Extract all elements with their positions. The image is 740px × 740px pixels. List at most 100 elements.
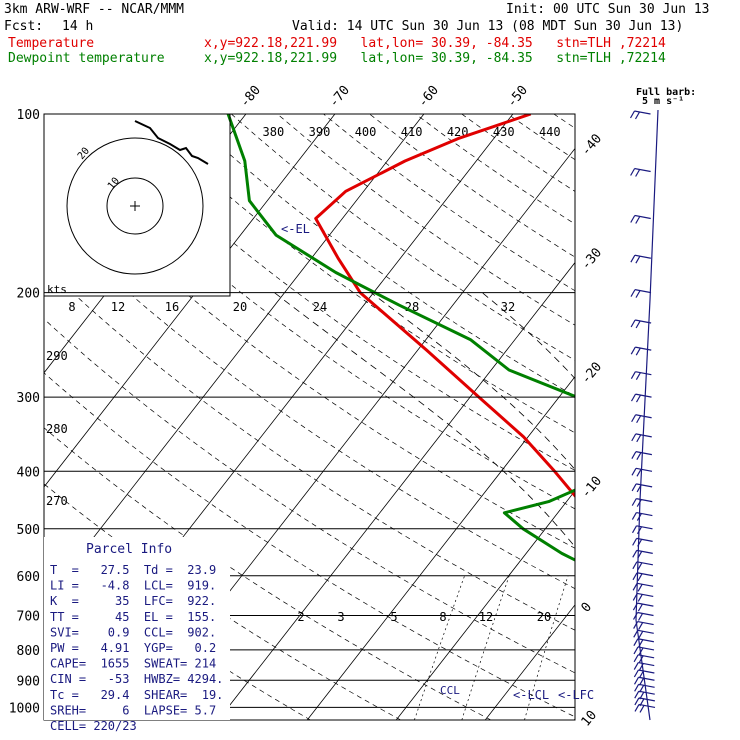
pressure-label: 1000 (9, 701, 40, 716)
wind-barb (635, 704, 655, 712)
wind-barb (631, 255, 651, 263)
dry-adiabat-line (277, 114, 740, 720)
mixing-ratio-label: 8 (439, 610, 446, 624)
isotherm-label: -50 (504, 83, 531, 111)
pressure-label: 700 (17, 610, 40, 625)
parcel-info-row: T = 27.5 Td = 23.9 (50, 563, 216, 577)
dry-adiabat-line (231, 114, 740, 720)
theta-label: 440 (539, 125, 561, 139)
dry-adiabat-line (370, 114, 740, 720)
parcel-info-row: CELL= 220/23 (50, 719, 137, 733)
wind-barb (633, 538, 653, 546)
wind-barb (632, 484, 652, 492)
wind-barb (633, 583, 653, 591)
wind-barb (631, 290, 651, 298)
wind-barb (631, 111, 651, 119)
wind-barb (631, 372, 651, 380)
mixing-ratio-line (713, 576, 740, 720)
wind-barbs (631, 110, 659, 720)
parcel-info-row: CAPE= 1655 SWEAT= 214 (50, 657, 216, 671)
parcel-info-row: LI = -4.8 LCL= 919. (50, 579, 216, 593)
dry-adiabat-label: 290 (46, 349, 68, 363)
isotherm-line (485, 114, 740, 720)
lcl-annotation: <-LCL (513, 688, 549, 702)
isotherm-label: 10 (579, 708, 601, 730)
isotherm-label: -60 (415, 83, 442, 111)
pressure-label: 400 (17, 465, 40, 480)
parcel-info-row: K = 35 LFC= 922. (50, 594, 216, 608)
isotherm-label: -10 (579, 474, 606, 502)
wind-barb (634, 630, 654, 638)
parcel-info-box: Parcel Info T = 27.5 Td = 23.9 LI = -4.8 … (44, 537, 230, 733)
isotherm-label: -70 (326, 83, 353, 111)
wind-barb (632, 415, 652, 423)
mixing-ratio-label-upper: 20 (233, 300, 247, 314)
full-barb-value: 5 m s⁻¹ (642, 96, 684, 107)
parcel-info-row: SVI= 0.9 CCL= 902. (50, 625, 216, 639)
wind-barb (633, 562, 653, 570)
mixing-ratio-label: 12 (479, 610, 493, 624)
wind-barb (635, 698, 655, 706)
kts-label: kts (47, 283, 67, 296)
isotherm-label: -80 (237, 83, 264, 111)
pressure-label: 200 (17, 287, 40, 302)
dry-adiabat-line (508, 114, 740, 720)
wind-barb (634, 639, 654, 647)
dry-adiabat-label: 270 (46, 494, 68, 508)
pressure-label: 800 (17, 644, 40, 659)
parcel-info-title: Parcel Info (86, 542, 172, 557)
wind-barb (633, 526, 653, 534)
mixing-ratio-label: 5 (390, 610, 397, 624)
mixing-ratio-label-upper: 12 (111, 300, 125, 314)
isotherm-label: -40 (579, 131, 606, 159)
ccl-annotation: CCL (440, 684, 460, 697)
theta-label: 390 (309, 125, 331, 139)
parcel-info-row: Tc = 29.4 SHEAR= 19. (50, 688, 223, 702)
moist-adiabat-line (596, 293, 740, 708)
dry-adiabat-line (185, 114, 740, 720)
mixing-ratio-label-upper: 8 (68, 300, 75, 314)
dry-adiabat-line (324, 114, 740, 720)
temperature-profile (316, 114, 740, 707)
moist-adiabat-line (371, 293, 709, 708)
mixing-ratio-label: 20 (537, 610, 551, 624)
wind-barb (634, 647, 654, 655)
dry-adiabat-line (416, 114, 740, 720)
isotherm-label: -20 (579, 360, 606, 388)
parcel-info-row: TT = 45 EL = 155. (50, 610, 216, 624)
parcel-info-row: SREH= 6 LAPSE= 5.7 (50, 703, 216, 717)
wind-barb (632, 394, 652, 402)
isotherm-line (574, 114, 740, 720)
hodograph: 10 20 (44, 114, 230, 296)
el-annotation: <-EL (281, 222, 310, 236)
wind-barb (632, 513, 652, 521)
wind-barb (634, 663, 654, 671)
mixing-ratio-label-upper: 32 (501, 300, 515, 314)
pressure-label: 900 (17, 674, 40, 689)
mixing-ratio-line (414, 576, 464, 720)
wind-barb (631, 215, 651, 223)
moist-adiabat-line (482, 293, 740, 708)
mixing-ratio-label-upper: 16 (165, 300, 179, 314)
wind-barb (633, 573, 653, 581)
wind-barb (633, 550, 653, 558)
wind-barb (631, 169, 651, 177)
isotherm-label: 0 (579, 600, 596, 616)
wind-barb (632, 499, 652, 507)
wind-barb (631, 347, 651, 355)
wind-barb (634, 655, 654, 663)
parcel-info-row: CIN = -53 HWBZ= 4294. (50, 672, 223, 686)
isotherm-line (663, 114, 740, 720)
pressure-label: 500 (17, 523, 40, 538)
isotherm-label: -30 (579, 245, 606, 273)
moist-adiabat-line (274, 293, 673, 708)
mixing-ratio-label: 3 (337, 610, 344, 624)
isotherm-line (396, 114, 740, 720)
mixing-ratio-label-upper: 24 (313, 300, 327, 314)
wind-barb (635, 691, 655, 699)
mixing-ratio-label: 2 (297, 610, 304, 624)
wind-barb (632, 434, 652, 442)
pressure-label: 300 (17, 391, 40, 406)
dry-adiabat-line (692, 114, 740, 720)
